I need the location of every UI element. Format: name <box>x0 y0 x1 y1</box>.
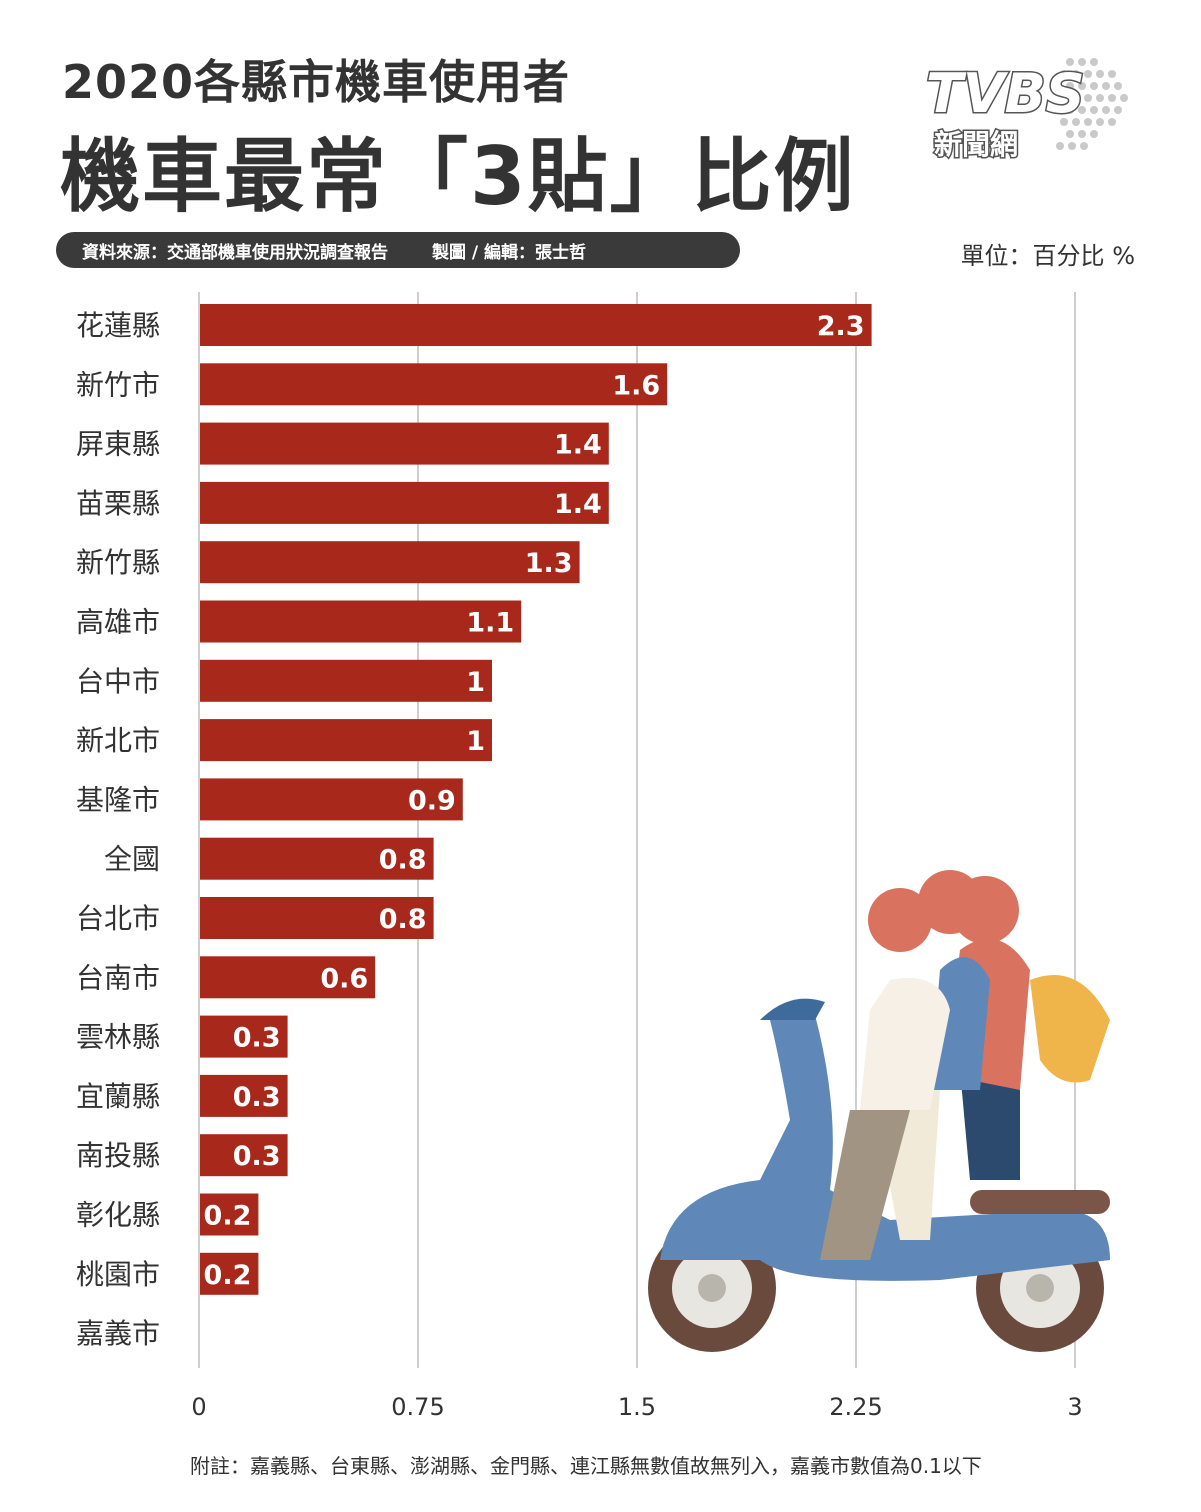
seat <box>970 1190 1110 1214</box>
category-label: 雲林縣 <box>76 1021 160 1054</box>
bar-value-label: 1.6 <box>612 370 660 401</box>
rider-body-middle <box>930 957 990 1090</box>
helmet-front <box>868 888 932 952</box>
bar <box>200 719 492 762</box>
x-tick-label: 0 <box>191 1393 206 1421</box>
x-tick-label: 2.25 <box>829 1393 882 1421</box>
bar <box>200 778 463 821</box>
category-label: 台中市 <box>76 665 160 698</box>
bar-value-label: 1.4 <box>554 430 602 461</box>
scooter-body <box>660 1015 1110 1281</box>
category-label: 基隆市 <box>76 783 160 816</box>
bar-value-label: 1 <box>466 726 485 757</box>
tvbs-logo: TVBS 新聞網 <box>925 58 1128 163</box>
category-label: 新竹縣 <box>76 546 160 579</box>
source-text: 資料來源：交通部機車使用狀況調查報告 <box>82 242 388 263</box>
scooter-illustration <box>648 870 1110 1352</box>
rider-body-front <box>860 978 950 1110</box>
bar-value-label: 0.8 <box>379 904 427 935</box>
source-credit-bar: 資料來源：交通部機車使用狀況調查報告 製圖 / 編輯：張士哲 <box>56 232 740 268</box>
bar <box>200 481 609 524</box>
bar <box>200 897 434 939</box>
category-labels: 花蓮縣新竹市屏東縣苗栗縣新竹縣高雄市台中市新北市基隆市全國台北市台南市雲林縣宜蘭… <box>76 309 160 1350</box>
x-tick-labels: 0 0.75 1.5 2.25 3 <box>191 1393 1082 1421</box>
bar-value-label: 0.2 <box>204 1201 252 1232</box>
bar-value-label: 0.2 <box>204 1260 252 1291</box>
chart-title-line1: 2020各縣市機車使用者 <box>62 55 571 109</box>
category-label: 彰化縣 <box>76 1199 160 1232</box>
bar <box>200 659 492 702</box>
category-label: 宜蘭縣 <box>76 1080 160 1113</box>
x-tick-label: 1.5 <box>618 1393 656 1421</box>
bar-value-label: 0.3 <box>233 1082 281 1113</box>
bar <box>200 363 668 406</box>
bar-value-label: 0.6 <box>320 963 368 994</box>
category-label: 花蓮縣 <box>76 309 160 342</box>
bar-value-label: 2.3 <box>817 311 865 342</box>
footnote: 附註：嘉義縣、台東縣、澎湖縣、金門縣、連江縣無數值故無列入，嘉義市數值為0.1以… <box>190 1454 982 1478</box>
bar-value-label: 0.3 <box>233 1141 281 1172</box>
category-label: 苗栗縣 <box>76 487 160 520</box>
bar <box>200 600 522 643</box>
bar <box>200 422 609 465</box>
bar <box>200 304 872 346</box>
category-label: 嘉義市 <box>76 1317 160 1350</box>
bar-value-label: 0.8 <box>379 845 427 876</box>
bar-value-label: 0.3 <box>233 1023 281 1054</box>
grid-lines <box>198 292 1076 1368</box>
bar <box>200 956 376 999</box>
logo-sub: 新聞網 <box>934 128 1018 161</box>
x-tick-label: 0.75 <box>391 1393 444 1421</box>
credit-text: 製圖 / 編輯：張士哲 <box>432 242 587 263</box>
category-label: 桃園市 <box>76 1258 160 1291</box>
category-label: 新竹市 <box>76 368 160 401</box>
bar <box>200 1193 259 1236</box>
bar-value-label: 1.4 <box>554 489 602 520</box>
backpack <box>1030 975 1110 1083</box>
x-tick-label: 3 <box>1067 1393 1082 1421</box>
rider-legs-front <box>820 1110 910 1260</box>
bar-value-label: 1 <box>466 667 485 698</box>
category-label: 全國 <box>104 843 160 876</box>
category-label: 屏東縣 <box>76 428 160 461</box>
chart-title-line2: 機車最常「3貼」比例 <box>60 130 856 223</box>
category-label: 台北市 <box>76 902 160 935</box>
bar <box>200 1015 288 1058</box>
bar-value-label: 1.1 <box>466 608 514 639</box>
bars: 2.3 1.6 1.4 1.4 1.3 1.1 1 1 0.9 0.8 0.8 0.6 0.3 0.3 0.… <box>200 304 872 1295</box>
bar <box>200 1252 259 1295</box>
category-label: 南投縣 <box>76 1139 160 1172</box>
logo-dot-pattern <box>1056 58 1128 150</box>
bar <box>200 1074 288 1117</box>
helmet-middle <box>918 870 982 934</box>
logo-brand: TVBS <box>926 62 1085 125</box>
unit-label: 單位：百分比 % <box>960 242 1135 270</box>
category-label: 台南市 <box>76 961 160 994</box>
category-label: 新北市 <box>76 724 160 757</box>
bar <box>200 837 434 880</box>
bar <box>200 1134 288 1177</box>
category-label: 高雄市 <box>76 606 160 639</box>
bar-value-label: 1.3 <box>525 548 573 579</box>
bar <box>200 541 580 584</box>
bar-value-label: 0.9 <box>408 785 456 816</box>
